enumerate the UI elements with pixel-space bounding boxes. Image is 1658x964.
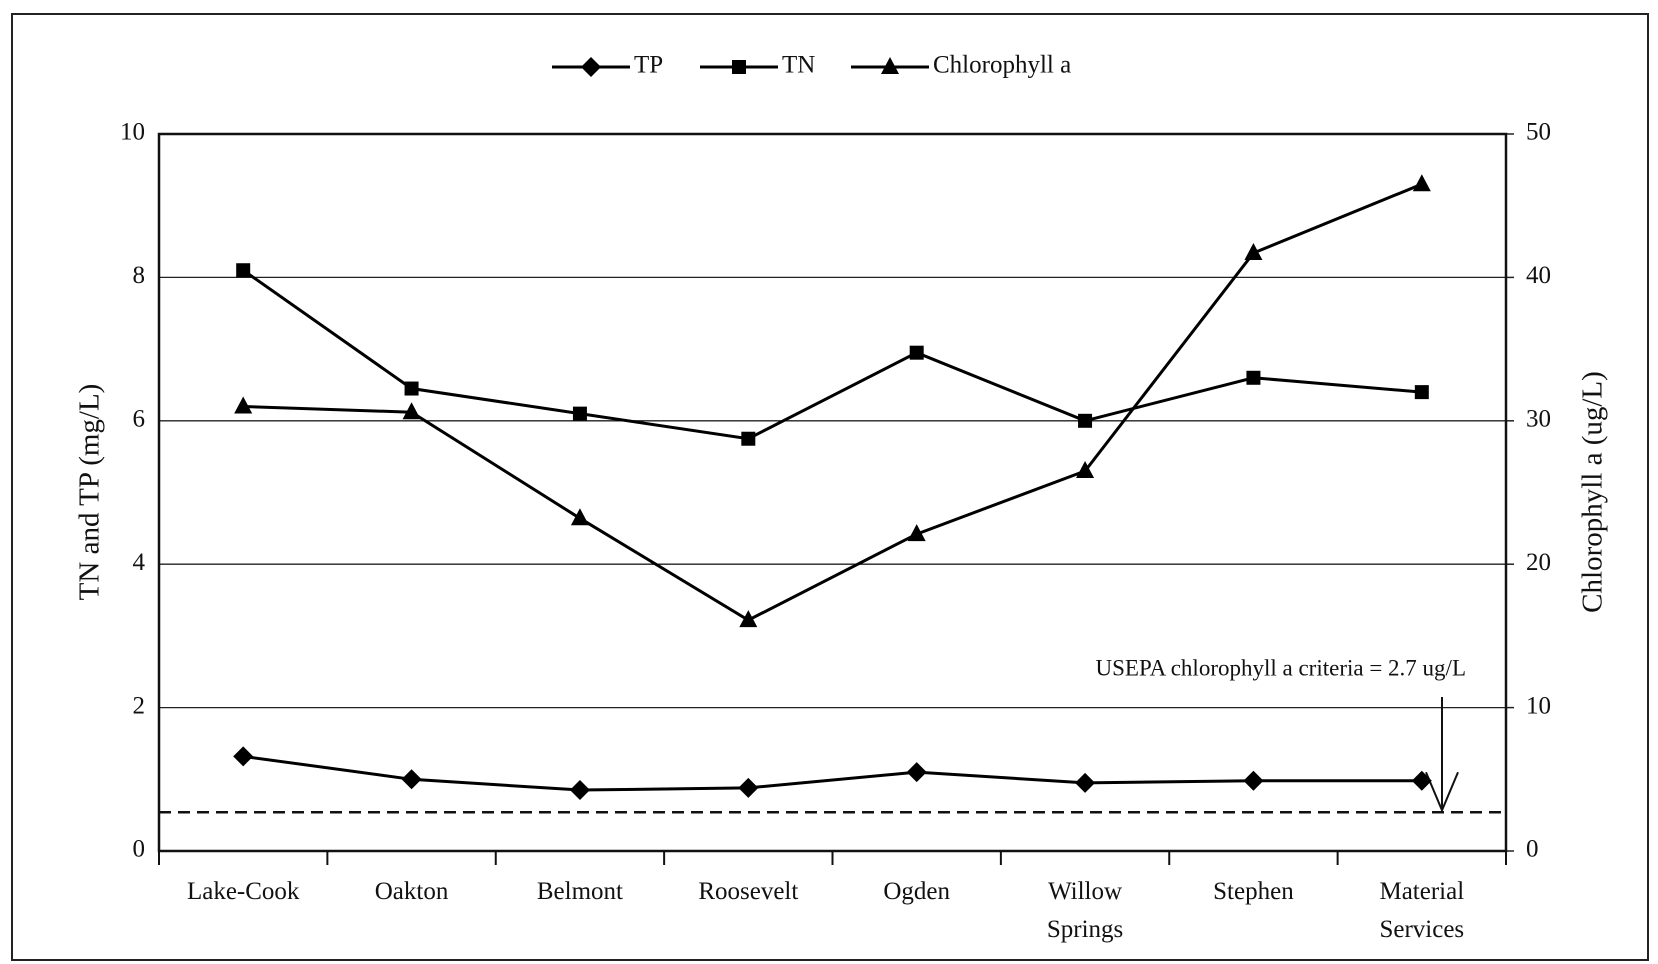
y-tick-label: 10 xyxy=(120,119,145,146)
y2-tick-label: 10 xyxy=(1526,692,1551,719)
plot-border xyxy=(157,132,1508,853)
legend-marker xyxy=(732,60,746,74)
series-marker xyxy=(738,777,759,798)
series-marker xyxy=(570,508,589,526)
frame xyxy=(11,13,1649,961)
legend-marker xyxy=(581,57,601,77)
series-line xyxy=(242,269,1422,441)
y2-tick-label: 50 xyxy=(1526,119,1551,146)
series-marker xyxy=(569,780,590,801)
series-marker xyxy=(1243,770,1264,791)
series-marker xyxy=(1076,460,1095,478)
series-marker xyxy=(1246,370,1261,385)
x-tick-label: Material Services xyxy=(1379,878,1465,943)
y2-axis-title: Chlorophyll a (ug/L) xyxy=(1577,371,1609,613)
y2-tick-label: 0 xyxy=(1526,836,1539,863)
series-marker xyxy=(402,402,421,420)
series-marker xyxy=(1412,174,1431,192)
series-line xyxy=(243,182,1423,622)
y2-tick-label: 20 xyxy=(1526,549,1551,576)
x-tick-label: Ogden xyxy=(883,878,951,905)
series-marker xyxy=(233,746,254,767)
series-marker xyxy=(741,431,756,446)
y-tick-label: 4 xyxy=(133,549,146,576)
x-tick-label: Willow Springs xyxy=(1046,878,1124,943)
series-line xyxy=(242,754,1422,792)
series-marker xyxy=(1078,413,1093,428)
series-marker xyxy=(739,610,758,628)
y2-tick-label: 30 xyxy=(1526,406,1551,433)
series-marker xyxy=(1411,770,1432,791)
series-marker xyxy=(572,406,587,421)
series-marker xyxy=(1075,772,1096,793)
series-marker xyxy=(234,396,253,414)
reference-arrow-head xyxy=(1425,771,1459,813)
series-marker xyxy=(401,769,422,790)
legend-label: Chlorophyll a xyxy=(933,52,1071,79)
x-tick-label: Stephen xyxy=(1213,878,1294,905)
y2-tick-label: 40 xyxy=(1526,262,1551,289)
legend-marker xyxy=(881,57,899,74)
series-marker xyxy=(404,381,419,396)
series-marker xyxy=(907,524,926,542)
legend-label: TN xyxy=(782,52,815,79)
series-marker xyxy=(906,762,927,783)
series-marker xyxy=(236,263,251,278)
series-marker xyxy=(1414,385,1429,400)
y-tick-label: 8 xyxy=(133,262,146,289)
series-marker xyxy=(909,345,924,360)
series-marker xyxy=(1244,243,1263,261)
x-tick-label: Belmont xyxy=(536,878,623,905)
y-tick-label: 2 xyxy=(133,692,146,719)
x-tick-label: Roosevelt xyxy=(698,878,799,905)
y-tick-label: 0 xyxy=(133,836,146,863)
legend-label: TP xyxy=(634,52,663,79)
y-tick-label: 6 xyxy=(133,406,146,433)
reference-label: USEPA chlorophyll a criteria = 2.7 ug/L xyxy=(1096,655,1467,680)
x-tick-label: Lake-Cook xyxy=(186,878,300,905)
x-tick-label: Oakton xyxy=(374,878,449,905)
y-axis-title: TN and TP (mg/L) xyxy=(74,384,106,601)
